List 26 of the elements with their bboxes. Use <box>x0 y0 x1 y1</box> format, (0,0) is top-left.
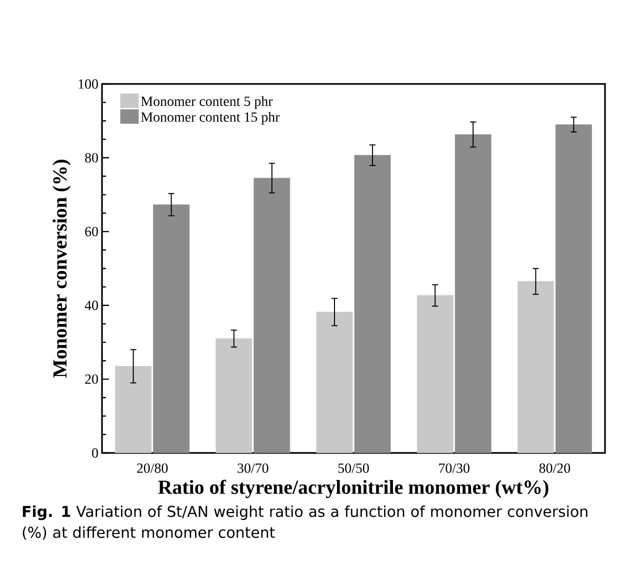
bar <box>316 312 353 453</box>
bar <box>556 124 592 453</box>
y-tick-label: 0 <box>92 448 98 458</box>
bar <box>153 204 190 453</box>
x-tick-label: 70/30 <box>439 464 470 473</box>
bar <box>216 338 252 453</box>
legend-label: Monomer content 15 phr <box>141 112 280 125</box>
bar <box>115 366 152 453</box>
x-tick-label: 80/20 <box>539 464 570 473</box>
y-tick-label: 20 <box>85 374 98 384</box>
bar <box>454 134 492 453</box>
bar <box>518 281 554 453</box>
y-tick-label: 60 <box>85 226 98 236</box>
x-tick-label: 30/70 <box>238 464 268 473</box>
y-tick-label: 80 <box>85 153 98 162</box>
bar <box>416 295 454 453</box>
x-axis-title: Ratio of styrene/acrylonitrile monomer (wt%) <box>158 480 548 498</box>
legend-label: Monomer content 5 phr <box>141 96 273 109</box>
x-tick-label: 50/50 <box>338 464 369 473</box>
bar <box>254 178 290 453</box>
x-tick-label: 20/80 <box>137 464 168 473</box>
y-tick-label: 100 <box>78 79 98 89</box>
bar <box>354 155 391 453</box>
y-axis-title: Monomer conversion (%) <box>52 160 71 378</box>
text: Fig. 1 Variation of St/AN weight ratio as a function of monomer conversion (%) at different monomer content <box>22 506 588 540</box>
y-tick-label: 40 <box>84 300 98 310</box>
